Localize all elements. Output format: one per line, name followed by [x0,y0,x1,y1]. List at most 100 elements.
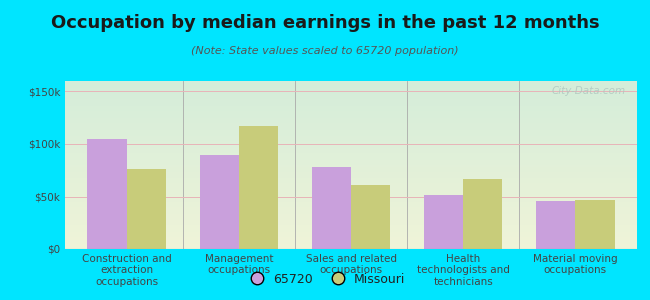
Bar [65,241,637,242]
Bar [65,184,637,185]
Bar [65,115,637,116]
Bar [65,136,637,138]
Bar [65,100,637,101]
Bar [65,190,637,192]
Bar [65,178,637,180]
Bar [65,84,637,86]
Bar [65,121,637,123]
Bar [88,139,127,249]
Bar [65,212,637,214]
Bar [65,242,637,244]
Bar [65,170,637,172]
Bar [239,126,278,249]
Bar [65,244,637,246]
Legend: 65720, Missouri: 65720, Missouri [239,268,411,291]
Bar [65,101,637,103]
Bar [65,104,637,106]
Bar [65,234,637,236]
Bar [312,167,351,249]
Bar [65,116,637,118]
Bar [65,140,637,142]
Bar [65,222,637,224]
Bar [65,226,637,227]
Bar [65,146,637,148]
Bar [65,177,637,178]
Bar [65,130,637,131]
Bar [65,232,637,234]
Bar [65,125,637,126]
Bar [65,182,637,184]
Bar [65,165,637,167]
Bar [65,214,637,215]
Text: City-Data.com: City-Data.com [551,86,625,96]
Bar [65,131,637,133]
Bar [65,155,637,157]
Bar [65,81,637,83]
Bar [65,88,637,89]
Bar [65,153,637,155]
Bar [65,106,637,108]
Bar [65,103,637,104]
Bar [424,196,463,249]
Bar [65,224,637,226]
Bar [65,188,637,190]
Bar [65,207,637,209]
Bar [65,111,637,113]
Bar [65,128,637,130]
Bar [65,246,637,247]
Bar [65,91,637,93]
Bar [65,158,637,160]
Bar [65,113,637,115]
Bar [65,236,637,237]
Bar [65,192,637,194]
Bar [65,227,637,229]
Bar [65,86,637,88]
Bar [65,138,637,140]
Text: (Note: State values scaled to 65720 population): (Note: State values scaled to 65720 popu… [191,46,459,56]
Bar [351,185,390,249]
Bar [65,195,637,197]
Bar [65,220,637,222]
Bar [65,133,637,135]
Bar [65,83,637,84]
Bar [65,197,637,199]
Bar [65,110,637,111]
Bar [65,96,637,98]
Bar [536,201,575,249]
Bar [65,202,637,204]
Bar [65,143,637,145]
Bar [65,230,637,232]
Bar [65,217,637,219]
Bar [65,185,637,187]
Bar [65,135,637,137]
Bar [65,172,637,173]
Text: Occupation by median earnings in the past 12 months: Occupation by median earnings in the pas… [51,14,599,32]
Bar [65,126,637,128]
Bar [65,194,637,195]
Bar [65,173,637,175]
Bar [65,123,637,125]
Bar [65,205,637,207]
Bar [65,187,637,188]
Bar [65,120,637,121]
Bar [65,162,637,163]
Bar [65,142,637,143]
Bar [65,145,637,146]
Bar [65,180,637,182]
Bar [65,200,637,202]
Bar [65,108,637,110]
Bar [65,229,637,230]
Bar [65,175,637,177]
Bar [65,98,637,100]
Bar [65,150,637,152]
Bar [127,169,166,249]
Bar [65,89,637,91]
Bar [65,239,637,241]
Bar [65,152,637,153]
Bar [65,168,637,170]
Bar [65,210,637,212]
Bar [65,209,637,210]
Bar [65,118,637,120]
Bar [65,167,637,168]
Bar [65,93,637,94]
